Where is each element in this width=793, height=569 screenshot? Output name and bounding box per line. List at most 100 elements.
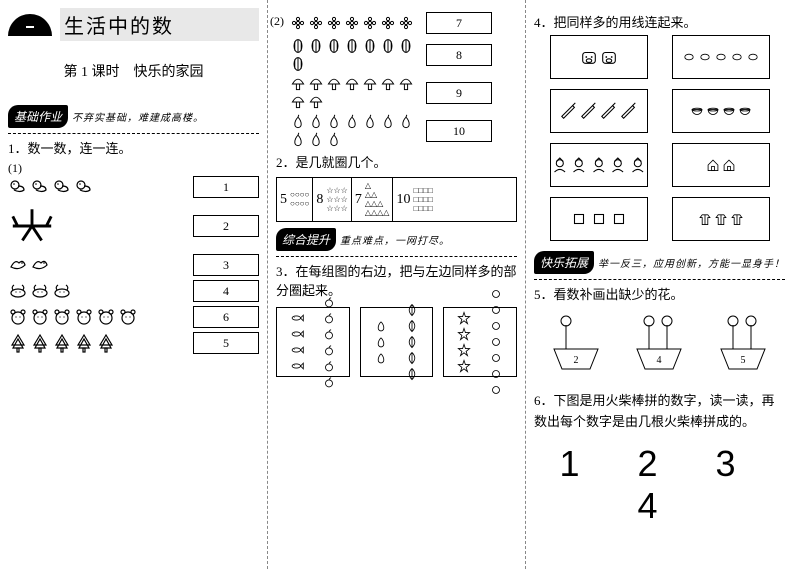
circ-icon [489, 335, 503, 349]
pear-icon [290, 114, 306, 130]
q3: 3．在每组图的右边，把与左边同样多的部分圈起来。 [276, 261, 517, 299]
mushroom-icon [290, 76, 306, 92]
leaf-icon [405, 303, 419, 317]
apple-icon [322, 327, 336, 341]
pair-box-right [672, 143, 770, 187]
flowerpot-icon: 5 [713, 311, 773, 375]
bear-icon [118, 307, 138, 327]
apple-icon [322, 359, 336, 373]
melon-icon [308, 38, 324, 54]
pig-icon [580, 48, 598, 66]
bear-icon [96, 307, 116, 327]
number-box: 10 [426, 120, 492, 142]
pear-icon [290, 132, 306, 148]
bear-icon [8, 307, 28, 327]
circle-cell: 5 ○○○○○○○○ [277, 178, 313, 221]
flower-icon [326, 15, 342, 31]
list-item: 7 [290, 12, 517, 34]
santa-icon [570, 156, 588, 174]
pear-icon [380, 114, 396, 130]
melon-icon [398, 38, 414, 54]
flower-icon [398, 15, 414, 31]
number-box: 9 [426, 82, 492, 104]
coat-icon [730, 212, 744, 226]
tree-icon [8, 333, 28, 353]
svg-text:2: 2 [573, 355, 578, 366]
q1-sub2: (2) [270, 14, 284, 29]
number-box: 6 [193, 306, 259, 328]
q1-sub: (1) [8, 161, 259, 176]
section-basic: 基础作业 不弃实基础，难建成高楼。 [8, 105, 259, 128]
leaf-icon [405, 367, 419, 381]
list-item: 3 [8, 254, 259, 276]
fish-icon [290, 359, 304, 373]
pair-box-left [550, 35, 648, 79]
melon-icon [344, 38, 360, 54]
fish-icon [290, 343, 304, 357]
flower-icon [380, 15, 396, 31]
santa-icon [590, 156, 608, 174]
number-box: 7 [426, 12, 492, 34]
pear-icon [362, 114, 378, 130]
pair-row [534, 35, 785, 79]
star-icon [457, 327, 471, 341]
pear2-icon [374, 351, 388, 365]
mushroom-icon [344, 76, 360, 92]
pear2-icon [374, 335, 388, 349]
group-box [443, 307, 517, 377]
plane-icon [8, 202, 56, 250]
pair-row [534, 89, 785, 133]
sq-icon [590, 210, 608, 228]
list-item: 4 [8, 280, 259, 302]
bowl-icon [738, 104, 752, 118]
badge-basic: 基础作业 [8, 105, 68, 128]
list-item: 8 [290, 38, 517, 72]
flowerpot-icon: 4 [629, 311, 689, 375]
bird-icon [30, 255, 50, 275]
circ-icon [489, 303, 503, 317]
cow-icon [30, 281, 50, 301]
circ-icon [489, 351, 503, 365]
bowl-icon [690, 104, 704, 118]
number-box: 2 [193, 215, 259, 237]
pair-box-right [672, 35, 770, 79]
sq-icon [610, 210, 628, 228]
column-3: 4．把同样多的用线连起来。 快乐拓展 举一反三，应用创新，方能一显身手！ 5．看… [526, 0, 793, 569]
ring-icon [730, 50, 744, 64]
pair-box-right [672, 89, 770, 133]
bear-icon [30, 307, 50, 327]
coat-icon [714, 212, 728, 226]
melon-icon [362, 38, 378, 54]
tree-icon [30, 333, 50, 353]
melon-icon [290, 56, 306, 72]
list-item: 10 [290, 114, 517, 148]
pear-icon [308, 132, 324, 148]
flower-icon [308, 15, 324, 31]
number-box: 1 [193, 176, 259, 198]
melon-icon [290, 38, 306, 54]
number-box: 3 [193, 254, 259, 276]
apple-icon [322, 311, 336, 325]
svg-text:5: 5 [741, 355, 746, 366]
pen-icon [560, 102, 578, 120]
pen-icon [620, 102, 638, 120]
circle-table: 5 ○○○○○○○○ 8 ☆☆☆☆☆☆☆☆☆ 7 △△△△△△△△△△ 10 □… [276, 177, 517, 222]
cow-icon [8, 281, 28, 301]
column-2: (2) 7 8 9 10 2．是几就圈几个。 5 ○○○○○○○○ 8 ☆☆☆☆… [268, 0, 526, 569]
bird-icon [8, 255, 28, 275]
santa-icon [551, 156, 569, 174]
badge-comp: 综合提升 [276, 228, 336, 251]
bowl-icon [706, 104, 720, 118]
q5: 5．看数补画出缺少的花。 [534, 284, 785, 303]
fish-icon [290, 311, 304, 325]
flower-icon [362, 15, 378, 31]
apple-icon [322, 295, 336, 309]
leaf-icon [405, 335, 419, 349]
santa-icon [609, 156, 627, 174]
duck-icon [74, 177, 94, 197]
ring-icon [714, 50, 728, 64]
circ-icon [489, 367, 503, 381]
pear-icon [308, 114, 324, 130]
ring-icon [698, 50, 712, 64]
pair-row [534, 197, 785, 241]
